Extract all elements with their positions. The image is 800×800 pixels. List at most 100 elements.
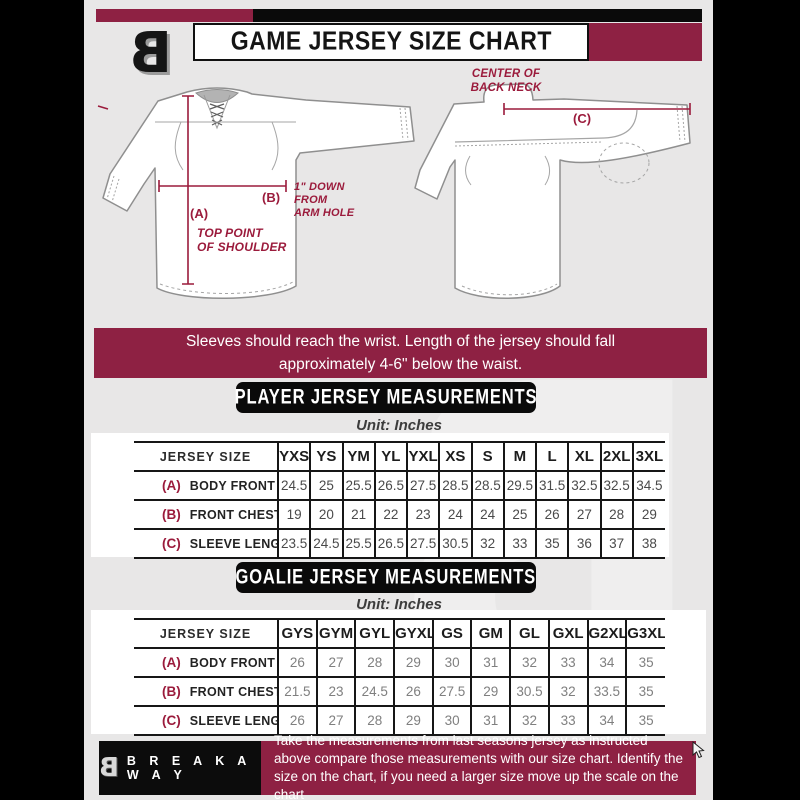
measurement-value: 27.5 — [405, 528, 440, 559]
size-header-row: JERSEY SIZE GYS GYM GYL GYXL GS GM GL GXL G2XL G3X… — [134, 618, 665, 649]
lace-detail — [209, 103, 225, 126]
measurement-value: 33.5 — [586, 676, 627, 707]
goalie-measurements-table: JERSEY SIZE GYS GYM GYL GYXL GS GM GL GXL G2XL G3X… — [134, 618, 665, 736]
measurement-value: 30.5 — [438, 528, 472, 559]
measurement-name: FRONT CHEST — [189, 507, 278, 522]
label-c-line1: CENTER OF — [471, 68, 541, 80]
brand-logo-glyph: B — [129, 21, 172, 86]
measurement-label: (B) FRONT CHEST — [134, 499, 278, 530]
page-title-text: GAME JERSEY SIZE CHART — [230, 26, 552, 57]
size-column-header: GL — [509, 618, 549, 649]
jersey-diagram — [97, 83, 691, 299]
measurement-value: 32 — [509, 705, 549, 736]
size-column-header: G3XL — [625, 618, 665, 649]
measurement-value: 35 — [625, 676, 665, 707]
size-column-header: L — [534, 441, 569, 472]
measurement-row: (A) BODY FRONT 24.5 25 25.5 26.5 27.5 28.5 28.5 2… — [134, 470, 665, 501]
measurement-row: (C) SLEEVE LENGTH26272829303132333435 — [134, 705, 665, 736]
measurement-value: 22 — [373, 499, 407, 530]
brand-logo: B — [110, 21, 172, 88]
jersey-size-header: JERSEY SIZE — [134, 441, 278, 472]
measurement-value: 27 — [567, 499, 601, 530]
measurement-value: 38 — [631, 528, 665, 559]
label-b-line3: ARM HOLE — [294, 207, 355, 220]
size-column-header: GYM — [315, 618, 356, 649]
measurement-key: (B) — [162, 506, 181, 522]
measurement-value: 32 — [470, 528, 504, 559]
player-unit-label: Unit: Inches — [356, 417, 442, 434]
measurement-value: 34 — [586, 647, 627, 678]
footer-bar: B B R E A K A W A Y Take the measurement… — [99, 733, 696, 800]
size-column-header: YL — [373, 441, 407, 472]
measurement-key: (A) — [162, 477, 181, 493]
measurement-value: 20 — [309, 499, 343, 530]
measurement-value: 32.5 — [567, 470, 601, 501]
top-accent-maroon-bar — [96, 9, 253, 22]
measurement-value: 28 — [599, 499, 633, 530]
measurement-value: 30 — [431, 647, 472, 678]
measurement-label: (A) BODY FRONT — [134, 647, 278, 678]
measurement-key: (C) — [162, 535, 181, 551]
size-column-header: XS — [438, 441, 472, 472]
goalie-table-panel: JERSEY SIZE GYS GYM GYL GYXL GS GM GL GXL G2XL G3X… — [91, 610, 706, 736]
measurement-value: 26.5 — [373, 470, 407, 501]
measurement-value: 27 — [315, 647, 356, 678]
player-measurements-table: JERSEY SIZE YXS YS YM YL YXL XS S M L XL 2XL 3XL (A) B… — [134, 441, 665, 559]
size-column-header: GYXL — [393, 618, 433, 649]
page-title: GAME JERSEY SIZE CHART — [193, 23, 589, 61]
title-accent-block — [589, 23, 702, 61]
size-column-header: G2XL — [586, 618, 627, 649]
size-column-header: 3XL — [631, 441, 665, 472]
measurement-key: (C) — [162, 712, 181, 728]
footer-instructions-block: Take the measurements from last seasons … — [261, 733, 696, 800]
size-column-header: GYL — [354, 618, 395, 649]
measurement-value: 30 — [431, 705, 472, 736]
notice-text: Sleeves should reach the wrist. Length o… — [185, 332, 616, 373]
jersey-size-header: JERSEY SIZE — [134, 618, 278, 649]
size-column-header: XL — [567, 441, 601, 472]
measurement-value: 21 — [341, 499, 375, 530]
measurement-row: (A) BODY FRONT 26 27 28 29 30 31 32 33 34 35 — [134, 647, 665, 678]
size-column-header: YXL — [405, 441, 440, 472]
measurement-value: 28.5 — [438, 470, 472, 501]
size-column-header: YS — [309, 441, 343, 472]
label-c-text: CENTER OF BACK NECK — [446, 68, 566, 96]
label-b-line2: FROM — [294, 194, 328, 207]
measurement-value: 24.5 — [354, 676, 395, 707]
size-column-header: GXL — [547, 618, 588, 649]
measurement-value: 24 — [438, 499, 472, 530]
measurement-value: 23 — [315, 676, 356, 707]
label-c-key: (C) — [573, 111, 592, 126]
measurement-value: 27.5 — [431, 676, 472, 707]
measurement-value: 35 — [625, 647, 665, 678]
measurement-value: 28 — [354, 705, 395, 736]
size-header-row: JERSEY SIZE YXS YS YM YL YXL XS S M L XL 2XL 3XL — [134, 441, 665, 472]
goalie-unit-label: Unit: Inches — [356, 596, 442, 613]
measurement-value: 29 — [631, 499, 665, 530]
goalie-section-heading: GOALIE JERSEY MEASUREMENTS — [236, 562, 536, 593]
label-b-text: 1" DOWN FROM ARM HOLE — [294, 181, 354, 221]
measurement-value: 32 — [509, 647, 549, 678]
measurement-value: 34.5 — [631, 470, 665, 501]
measurement-value: 32 — [547, 676, 588, 707]
measurement-name: SLEEVE LENGTH — [189, 713, 278, 728]
goalie-heading-text: GOALIE JERSEY MEASUREMENTS — [235, 565, 537, 589]
mouse-cursor-icon — [692, 741, 705, 759]
measurement-row: (C) SLEEVE LENGTH23.524.525.526.527.530.5… — [134, 528, 665, 559]
measurement-value: 23.5 — [276, 528, 311, 559]
size-column-header: YXS — [276, 441, 311, 472]
measurement-value: 21.5 — [277, 676, 317, 707]
size-column-header: GM — [470, 618, 511, 649]
label-b-key: (B) — [262, 190, 281, 205]
player-heading-text: PLAYER JERSEY MEASUREMENTS — [234, 385, 538, 409]
footer-instructions-text: Take the measurements from last seasons … — [274, 733, 683, 800]
measurement-value: 26 — [277, 647, 317, 678]
notice-banner: Sleeves should reach the wrist. Length o… — [94, 328, 707, 378]
measurement-key: (B) — [162, 683, 181, 699]
measurement-name: SLEEVE LENGTH — [189, 536, 278, 551]
measurement-value: 37 — [599, 528, 633, 559]
measurement-value: 29 — [470, 676, 511, 707]
back-jersey-drawing — [414, 83, 691, 299]
size-column-header: S — [470, 441, 504, 472]
footer-brand-name: B R E A K A W A Y — [126, 754, 251, 782]
